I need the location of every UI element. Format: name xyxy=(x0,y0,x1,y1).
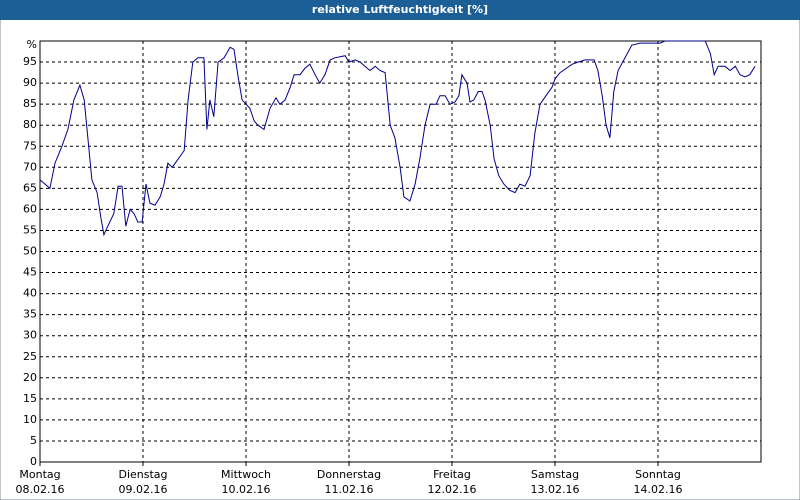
x-tick-date: 13.02.16 xyxy=(531,483,580,496)
y-tick-label: 55 xyxy=(23,223,37,236)
x-tick-label: Freitag xyxy=(433,468,471,481)
y-tick-label: 75 xyxy=(23,139,37,152)
y-tick-label: 15 xyxy=(23,392,37,405)
y-tick-label: 0 xyxy=(30,455,37,468)
y-tick-label: 60 xyxy=(23,202,37,215)
y-tick-label: 40 xyxy=(23,287,37,300)
chart-title: relative Luftfeuchtigkeit [%] xyxy=(312,3,488,16)
title-bar xyxy=(0,0,800,20)
x-tick-label: Sonntag xyxy=(635,468,681,481)
y-tick-label: 85 xyxy=(23,97,37,110)
x-tick-label: Mittwoch xyxy=(221,468,271,481)
data-line xyxy=(39,40,756,237)
y-tick-label: 35 xyxy=(23,308,37,321)
x-tick-date: 14.02.16 xyxy=(634,483,683,496)
y-tick-label: 90 xyxy=(23,76,37,89)
x-tick-date: 10.02.16 xyxy=(222,483,271,496)
y-tick-label: 45 xyxy=(23,266,37,279)
x-tick-label: Samstag xyxy=(531,468,579,481)
x-tick-label: Donnerstag xyxy=(317,468,381,481)
y-tick-label: 50 xyxy=(23,245,37,258)
y-tick-label: 10 xyxy=(23,413,37,426)
y-tick-label: 20 xyxy=(23,371,37,384)
x-tick-date: 09.02.16 xyxy=(119,483,168,496)
x-tick-date: 08.02.16 xyxy=(16,483,65,496)
y-tick-label: 95 xyxy=(23,55,37,68)
y-tick-label: 65 xyxy=(23,181,37,194)
x-tick-date: 12.02.16 xyxy=(428,483,477,496)
x-tick-label: Dienstag xyxy=(118,468,167,481)
x-tick-label: Montag xyxy=(19,468,60,481)
plot-border xyxy=(39,40,762,463)
x-tick-date: 11.02.16 xyxy=(325,483,374,496)
y-tick-label: 80 xyxy=(23,118,37,131)
y-tick-label: 30 xyxy=(23,329,37,342)
y-tick-label: 25 xyxy=(23,350,37,363)
y-tick-label: 70 xyxy=(23,160,37,173)
y-tick-label: 5 xyxy=(30,434,37,447)
y-tick-label: % xyxy=(27,38,37,51)
